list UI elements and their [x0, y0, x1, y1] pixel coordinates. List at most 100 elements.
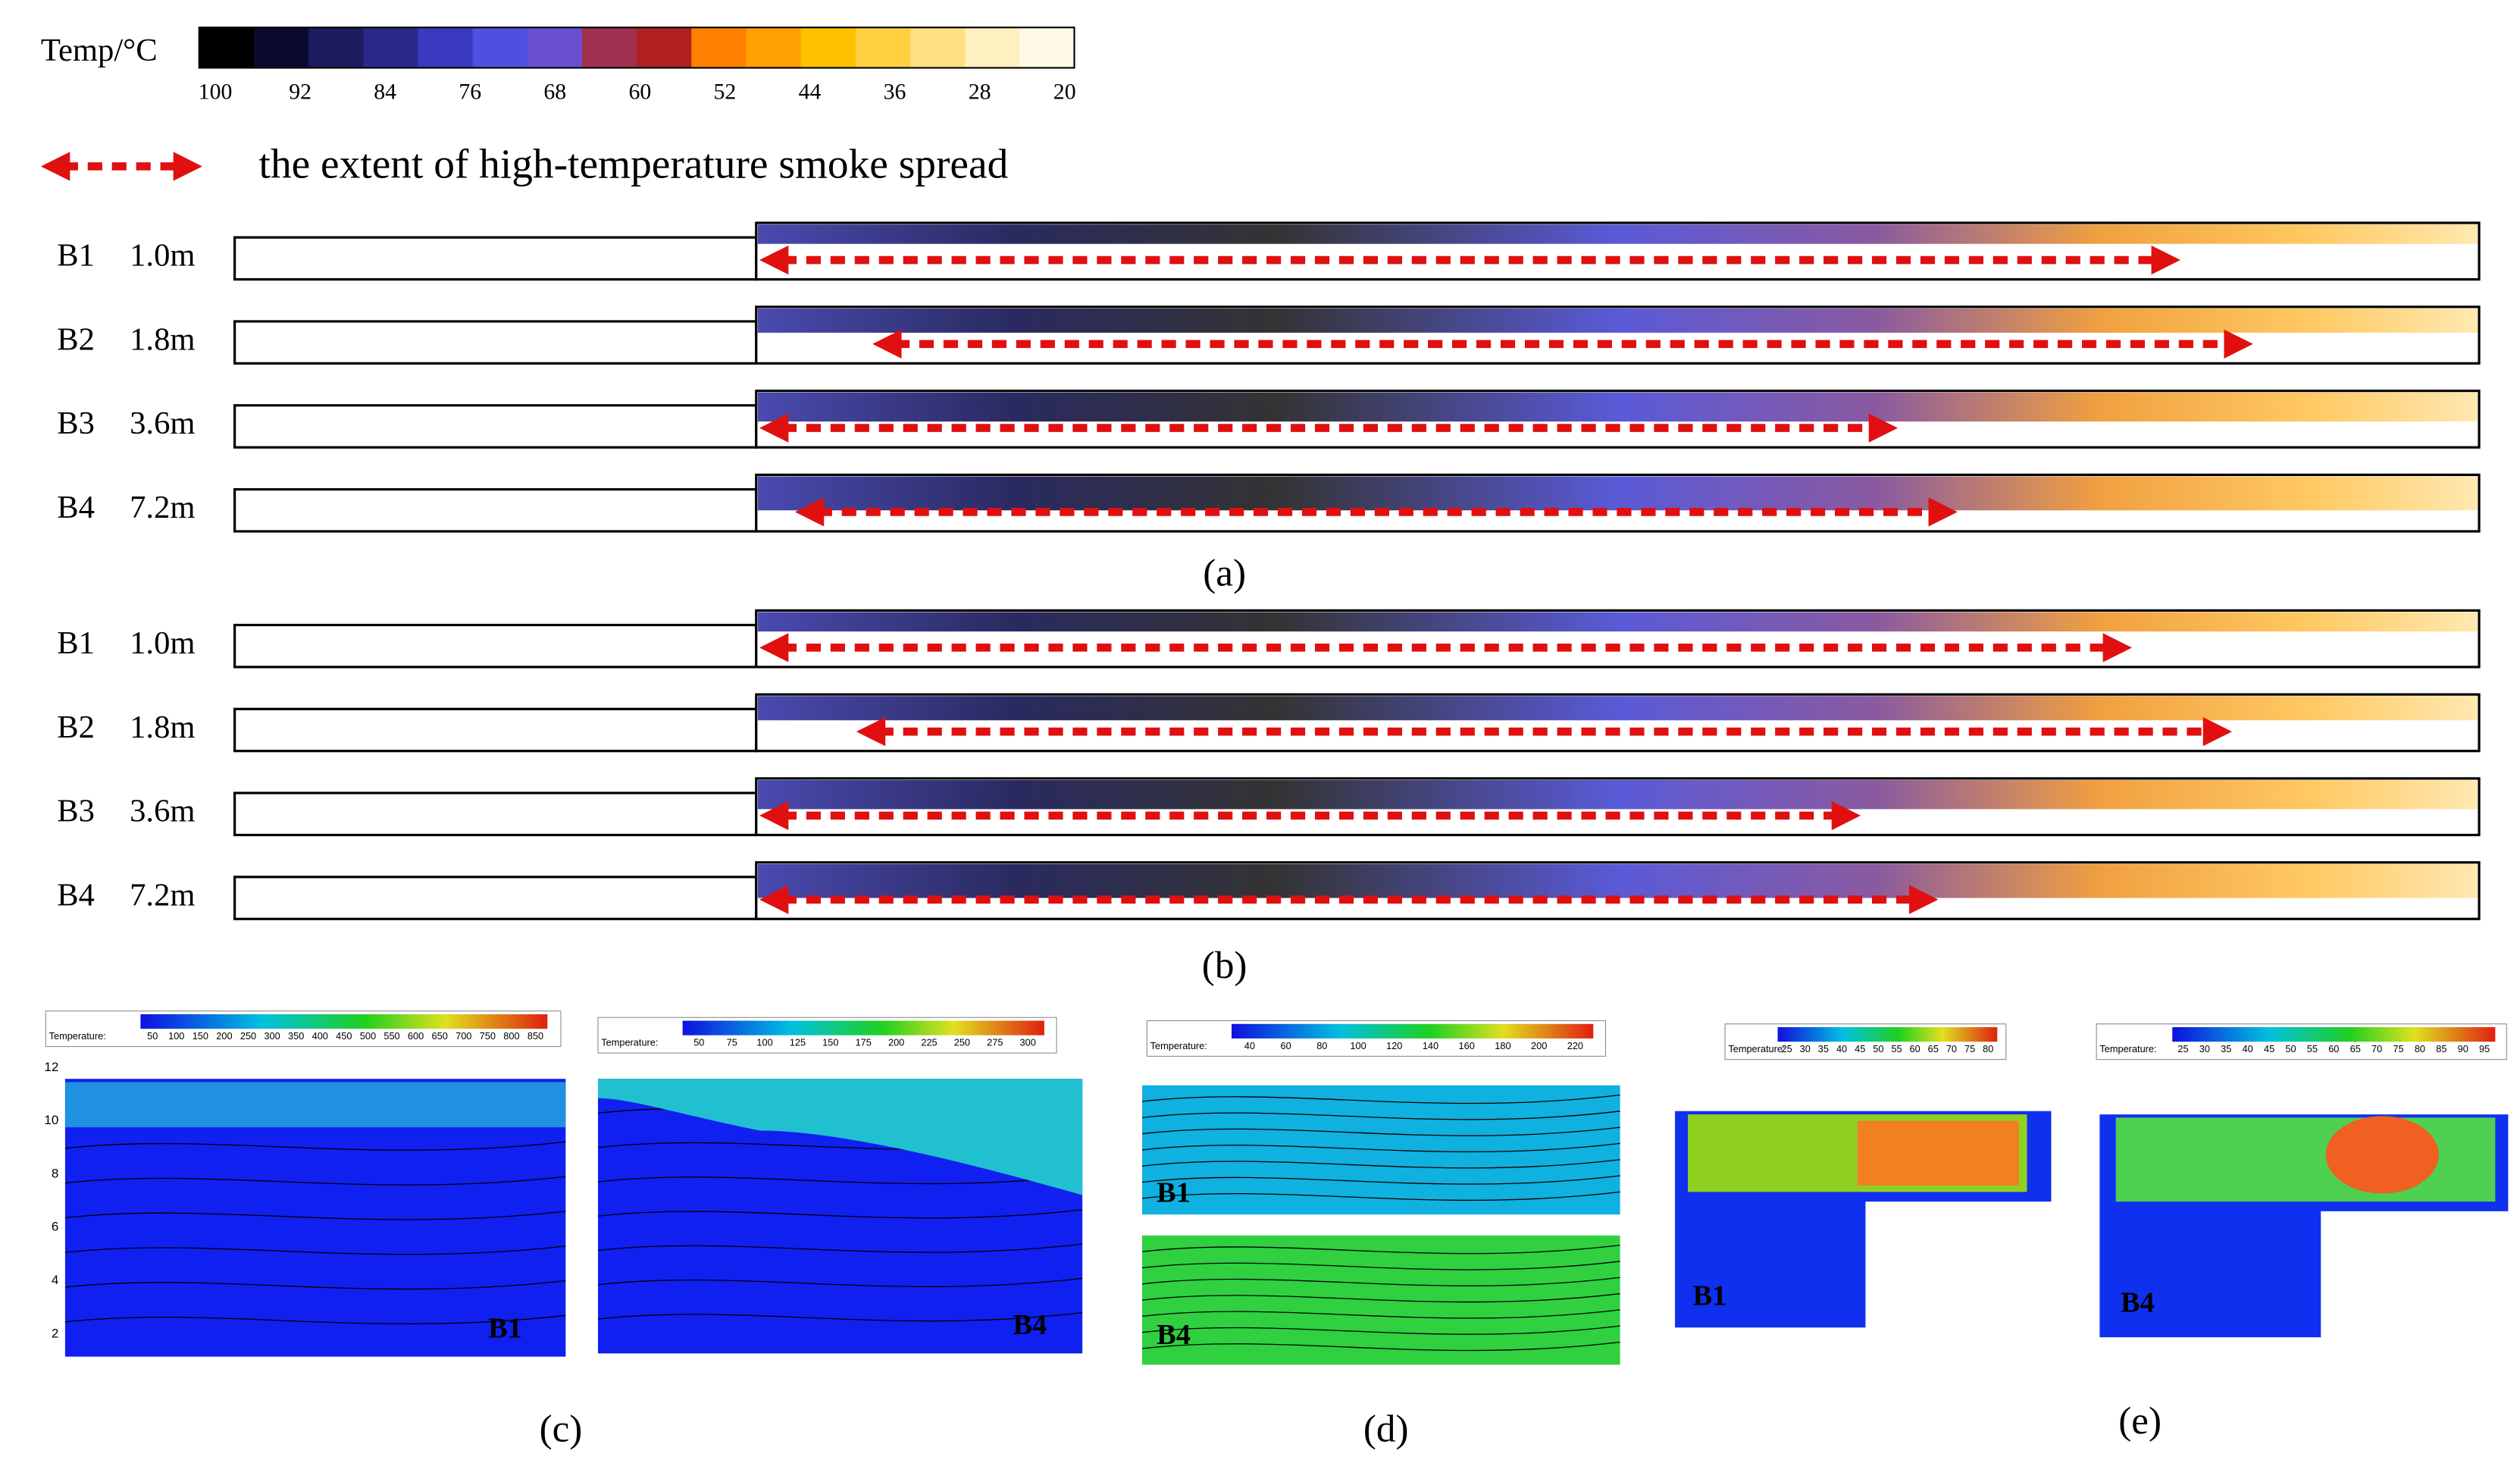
- colorbar-segment: [637, 27, 693, 68]
- colorbar-tick: 200: [888, 1037, 904, 1048]
- colorbar-tick: 220: [1567, 1040, 1583, 1051]
- colorbar-tick: 75: [2393, 1043, 2403, 1054]
- streamline: [64, 1211, 566, 1220]
- axis-tick: 6: [52, 1220, 58, 1234]
- tunnel-left: [233, 487, 758, 533]
- case-label: B4: [1157, 1319, 1191, 1351]
- smoke-layer: [757, 476, 2478, 511]
- tunnel-left: [233, 236, 758, 281]
- colorbar-tick: 120: [1386, 1040, 1402, 1051]
- arrow-head: [1928, 497, 1958, 527]
- panel-label: (c): [540, 1408, 583, 1451]
- colorbar-tick: 45: [1855, 1043, 1865, 1054]
- colorbar-segment: [308, 27, 365, 68]
- legend-title: Temp/°C: [41, 33, 158, 68]
- colorbar: [140, 1014, 548, 1029]
- colorbar-tick: 80: [2415, 1043, 2425, 1054]
- colorbar-title: Temperature:: [2099, 1043, 2156, 1054]
- case-label: B4: [2121, 1286, 2155, 1318]
- tunnel-left: [233, 320, 758, 365]
- hot-core: [1857, 1120, 2019, 1186]
- colorbar-tick: 175: [856, 1037, 872, 1048]
- panel-label: (d): [1363, 1408, 1409, 1451]
- streamline: [1141, 1111, 1620, 1120]
- colorbar-tick: 70: [2371, 1043, 2382, 1054]
- case-height: 1.0m: [130, 238, 195, 274]
- colorbar-tick: 500: [360, 1030, 376, 1042]
- colorbar-segment: [1019, 27, 1075, 68]
- arrow-head: [759, 413, 789, 443]
- colorbar-tick: 300: [264, 1030, 280, 1042]
- colorbar-tick: 25: [1782, 1043, 1792, 1054]
- colorbar-tick: 60: [1910, 1043, 1921, 1054]
- colorbar-segment: [199, 27, 255, 68]
- case-label: B4: [1013, 1309, 1047, 1341]
- colorbar-title: Temperature:: [49, 1030, 106, 1042]
- colorbar: [682, 1020, 1044, 1035]
- colorbar-segment: [965, 27, 1021, 68]
- colorbar-tick: 400: [312, 1030, 328, 1042]
- streamline: [1141, 1159, 1620, 1169]
- colorbar-tick: 850: [527, 1030, 543, 1042]
- streamline: [1141, 1325, 1620, 1335]
- case-label: B1: [488, 1312, 522, 1344]
- colorbar-tick: 150: [193, 1030, 208, 1042]
- colorbar-tick: 150: [822, 1037, 838, 1048]
- tunnel-left: [233, 404, 758, 449]
- colorbar: [1232, 1023, 1594, 1039]
- colorbar-tick: 160: [1459, 1040, 1475, 1051]
- arrow-head: [759, 885, 789, 914]
- colorbar-tick: 275: [987, 1037, 1003, 1048]
- colorbar-tick: 35: [1818, 1043, 1829, 1054]
- smoke-layer: [757, 308, 2478, 333]
- colorbar-tick: 450: [336, 1030, 352, 1042]
- colorbar-title: Temperature:: [601, 1037, 658, 1048]
- colorbar-tick: 200: [216, 1030, 232, 1042]
- colorbar-segment: [909, 27, 966, 68]
- arrow-head: [872, 329, 902, 359]
- colorbar-segment: [472, 27, 528, 68]
- legend-arrow-label: the extent of high-temperature smoke spr…: [259, 140, 1009, 186]
- colorbar-tick: 50: [147, 1030, 158, 1042]
- colorbar-tick: 75: [727, 1037, 737, 1048]
- streamline: [1141, 1341, 1620, 1352]
- colorbar-tick: 140: [1423, 1040, 1438, 1051]
- streamline: [64, 1176, 566, 1186]
- case-height: 7.2m: [130, 490, 195, 525]
- colorbar-tick: 100: [1350, 1040, 1366, 1051]
- colorbar-tick: 90: [2458, 1043, 2468, 1054]
- colorbar-tick: 30: [1800, 1043, 1811, 1054]
- panel-label: (b): [1202, 944, 1247, 987]
- case-height: 3.6m: [130, 794, 195, 829]
- tunnel-left: [233, 707, 758, 753]
- colorbar-tick: 44: [799, 79, 822, 104]
- colorbar-tick: 800: [503, 1030, 519, 1042]
- colorbar-tick: 100: [168, 1030, 184, 1042]
- streamline: [1141, 1245, 1620, 1255]
- streamline: [597, 1311, 1083, 1322]
- colorbar-tick: 100: [199, 79, 233, 104]
- streamline: [64, 1314, 566, 1324]
- tunnel-left: [233, 876, 758, 920]
- colorbar-tick: 36: [884, 79, 906, 104]
- colorbar-tick: 65: [1928, 1043, 1939, 1054]
- colorbar-tick: 50: [1873, 1043, 1883, 1054]
- tunnel-left: [233, 791, 758, 837]
- colorbar-tick: 350: [288, 1030, 304, 1042]
- arrow-head: [1908, 885, 1939, 914]
- streamline: [1141, 1094, 1620, 1104]
- colorbar-tick: 55: [2307, 1043, 2318, 1054]
- streamline: [1141, 1292, 1620, 1303]
- case-height: 1.8m: [130, 710, 195, 745]
- arrow-head: [2202, 716, 2233, 747]
- arrow-head: [2224, 329, 2253, 359]
- colorbar-tick: 80: [1983, 1043, 1993, 1054]
- streamline: [1141, 1309, 1620, 1319]
- smoke-layer: [757, 780, 2478, 810]
- arrow-head: [759, 245, 789, 275]
- smoke-layer: [757, 224, 2478, 244]
- streamline: [64, 1280, 566, 1290]
- axis-tick: 8: [52, 1166, 58, 1180]
- colorbar-tick: 70: [1946, 1043, 1957, 1054]
- streamline: [1141, 1142, 1620, 1153]
